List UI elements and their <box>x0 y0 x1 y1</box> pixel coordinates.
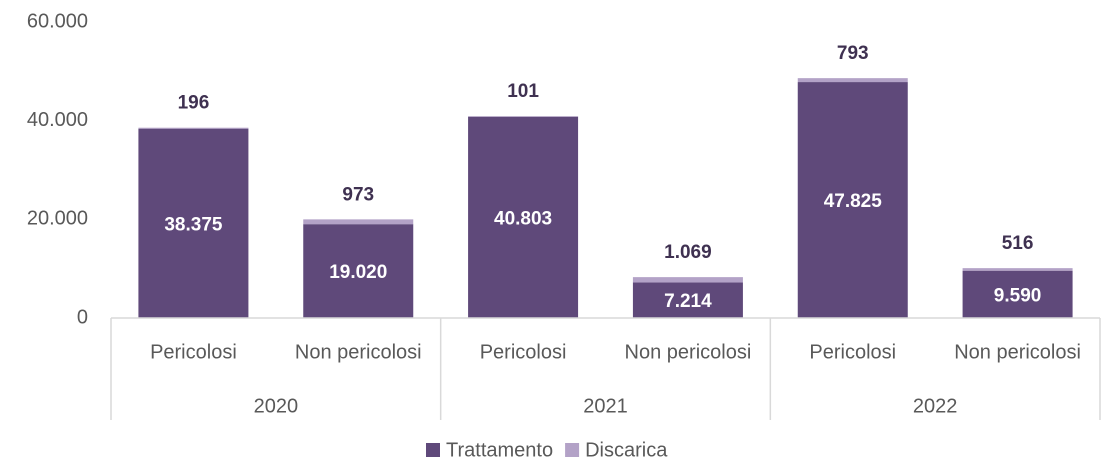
data-label: 516 <box>1002 233 1034 254</box>
x-tick-label: Non pericolosi <box>625 341 752 363</box>
data-label: 1.069 <box>664 242 712 263</box>
group-label: 2021 <box>583 395 628 417</box>
bar-segment <box>962 268 1073 271</box>
y-tick-label: 20.000 <box>27 208 88 230</box>
legend-label: Trattamento <box>446 439 553 460</box>
x-tick-label: Pericolosi <box>480 341 567 363</box>
data-label: 793 <box>837 43 869 64</box>
legend-swatch <box>565 443 580 457</box>
bar-segment <box>632 277 743 283</box>
bar-segment <box>138 128 249 318</box>
bar-segment <box>303 224 414 318</box>
bar-segment <box>303 219 414 225</box>
bar-segment <box>962 270 1073 318</box>
data-label: 19.020 <box>329 262 387 283</box>
data-label: 40.803 <box>494 208 552 229</box>
data-label: 973 <box>342 184 374 205</box>
x-tick-label: Non pericolosi <box>954 341 1081 363</box>
bar-segment <box>468 116 579 318</box>
bar-segment <box>797 78 908 83</box>
data-label: 47.825 <box>824 191 883 212</box>
data-label: 101 <box>507 81 539 102</box>
y-tick-label: 60.000 <box>27 10 88 32</box>
bar-segment <box>632 282 743 318</box>
bar-segment <box>138 127 249 129</box>
x-tick-label: Pericolosi <box>150 341 237 363</box>
x-tick-label: Non pericolosi <box>295 341 422 363</box>
data-label: 196 <box>178 93 210 114</box>
bar-segment <box>797 82 908 319</box>
legend-label: Discarica <box>585 439 668 460</box>
group-label: 2020 <box>254 395 299 417</box>
data-label: 9.590 <box>994 285 1042 306</box>
y-tick-label: 40.000 <box>27 109 88 131</box>
x-tick-label: Pericolosi <box>809 341 896 363</box>
data-label: 7.214 <box>664 291 712 312</box>
group-label: 2022 <box>913 395 958 417</box>
legend-swatch <box>426 443 440 457</box>
data-label: 38.375 <box>164 214 223 235</box>
y-tick-label: 0 <box>77 306 88 328</box>
